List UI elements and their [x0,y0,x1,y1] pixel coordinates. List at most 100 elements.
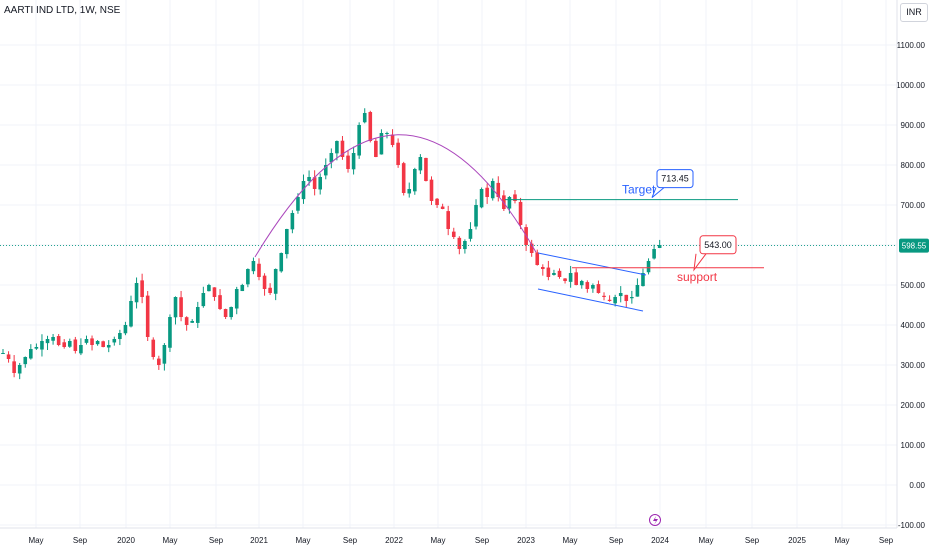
y-tick-label: -100.00 [898,521,926,530]
support-callout [699,235,737,255]
x-tick-label: Sep [343,536,358,545]
candle-body [563,278,567,281]
target-callout-tail [651,187,665,199]
candle-body [552,273,556,275]
candle-body [535,252,540,265]
candle-body [335,141,339,154]
y-tick-label: 1100.00 [897,41,926,50]
candle-body [485,187,489,197]
x-tick-label: 2021 [250,536,268,545]
candle-body [1,353,5,354]
candle-body [652,249,656,259]
candle-body [212,287,217,297]
candle-body [162,345,167,364]
candle-body [268,287,272,293]
candle-body [340,140,345,157]
candle-body [296,197,300,211]
candle-body [151,339,156,357]
candle-body [123,325,128,334]
candle-body [435,198,439,205]
support-callout-tail [693,253,707,272]
x-tick-label: 2020 [117,536,135,545]
candle-body [23,357,28,365]
support-label: support [677,270,718,284]
candle-body [518,201,523,225]
rounding-top-arc [254,134,537,258]
y-tick-label: 800.00 [901,161,926,170]
candle-body [129,301,133,327]
candle-body [602,295,606,297]
candle-body [318,177,323,190]
candle-body [463,241,467,250]
candle-body [84,339,89,343]
channel-lower-line [537,288,644,312]
x-tick-label: Sep [73,536,88,545]
candle-body [73,339,78,351]
candle-body [357,125,361,156]
candle-body [396,142,400,165]
candle-body [446,211,450,229]
candle-body [223,309,228,317]
flash-glyph [653,516,658,525]
candlestick-series [1,108,662,380]
candle-body [374,140,378,157]
currency-button[interactable]: INR [900,3,928,22]
candle-body [190,321,195,323]
time-axis[interactable]: May Sep 2020 May Sep 2021 May Sep 2022 May Sep 2023… [0,514,897,546]
candle-body [591,285,595,289]
x-tick-label: May [698,536,713,545]
candle-body [613,297,617,304]
candle-body [157,358,161,365]
candle-body [184,317,189,325]
x-tick-label: Sep [879,536,894,545]
candle-body [468,229,473,239]
y-tick-label: 300.00 [901,361,926,370]
candle-body [229,307,233,318]
candle-body [79,345,83,354]
candle-body [429,179,434,201]
candle-body [424,157,428,181]
current-price-badge [899,238,929,253]
x-tick-label: May [834,536,849,545]
candle-body [307,177,311,182]
candle-body [301,181,306,200]
candle-body [557,270,562,277]
x-tick-label: 2024 [651,536,669,545]
candle-body [118,333,122,340]
current-price-label: 598.55 [902,242,927,251]
price-axis[interactable]: 1100.001000.00900.00800.00700.00600.0050… [896,0,929,530]
candle-body [234,289,239,309]
candle-body [346,155,350,169]
support-value-label: 543.00 [704,240,732,250]
candle-body [479,189,484,208]
candle-body [51,337,55,341]
candle-body [312,177,317,189]
candle-body [607,299,612,301]
target-label: Target [622,183,656,197]
candle-body [257,263,261,277]
candle-body [145,295,150,337]
candle-body [56,336,61,345]
candle-body [251,261,256,272]
candle-body [474,205,478,227]
candle-body [195,307,200,323]
target-callout [656,169,694,189]
x-tick-label: May [162,536,177,545]
x-tick-label: May [562,536,577,545]
y-tick-label: 700.00 [901,201,926,210]
candle-body [40,341,44,350]
x-tick-label: May [295,536,310,545]
y-tick-label: 500.00 [901,281,926,290]
candle-body [285,229,289,255]
candle-body [201,293,206,307]
candle-body [596,284,601,293]
candle-body [240,285,245,292]
candle-body [173,297,178,318]
candle-body [67,341,72,347]
chart-grid [0,0,897,528]
candle-body [179,297,183,317]
candle-body [17,365,22,374]
x-tick-label: Sep [209,536,224,545]
y-tick-label: 100.00 [901,441,926,450]
